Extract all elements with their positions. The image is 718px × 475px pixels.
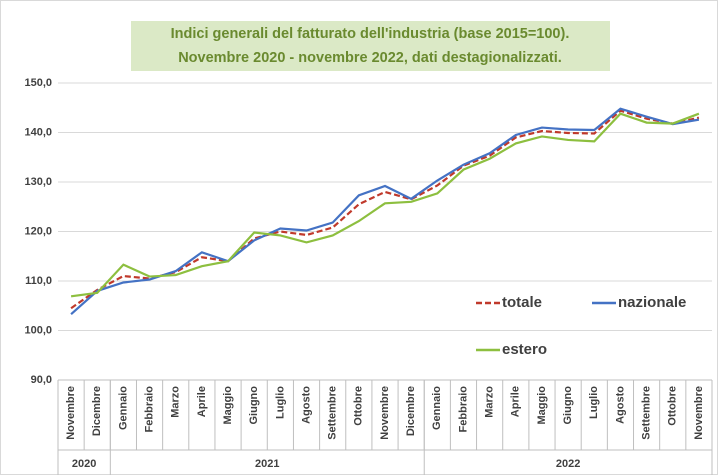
x-tick-label: Novembre <box>379 386 391 440</box>
chart-title: Indici generali del fatturato dell'indus… <box>171 26 570 42</box>
group-label: 2020 <box>72 458 96 470</box>
x-tick-label: Ottobre <box>667 386 679 426</box>
legend-label: totale <box>502 294 542 311</box>
x-tick-label: Agosto <box>300 386 312 424</box>
x-tick-label: Ottobre <box>353 386 365 426</box>
x-tick-label: Aprile <box>196 386 208 417</box>
x-tick-label: Febbraio <box>143 386 155 433</box>
series-line <box>70 107 700 315</box>
x-tick-label: Aprile <box>510 386 522 417</box>
y-tick-label: 100,0 <box>24 324 52 336</box>
x-tick-label: Giugno <box>248 386 260 425</box>
x-tick-label: Giugno <box>562 386 574 425</box>
y-tick-label: 110,0 <box>25 275 52 287</box>
y-tick-label: 150,0 <box>24 77 52 89</box>
x-tick-label: Luglio <box>274 386 286 419</box>
x-tick-label: Settembre <box>641 386 653 440</box>
x-tick-label: Marzo <box>484 386 496 418</box>
y-tick-label: 130,0 <box>24 176 52 188</box>
x-tick-label: Gennaio <box>431 386 443 430</box>
x-tick-label: Gennaio <box>117 386 129 430</box>
x-tick-label: Maggio <box>222 386 234 425</box>
title-box <box>131 21 610 71</box>
x-tick-label: Novembre <box>65 386 77 440</box>
x-tick-label: Settembre <box>327 386 339 440</box>
x-tick-label: Novembre <box>693 386 705 440</box>
y-tick-label: 120,0 <box>24 225 52 237</box>
x-tick-label: Febbraio <box>457 386 469 433</box>
y-tick-label: 90,0 <box>31 374 52 386</box>
x-tick-label: Maggio <box>536 386 548 425</box>
chart-title: Novembre 2020 - novembre 2022, dati dest… <box>178 50 562 66</box>
x-tick-label: Dicembre <box>91 386 103 436</box>
y-tick-label: 140,0 <box>24 126 52 138</box>
group-label: 2022 <box>556 458 580 470</box>
x-tick-label: Agosto <box>614 386 626 424</box>
legend-label: estero <box>502 341 547 358</box>
series-line <box>70 109 700 310</box>
legend-label: nazionale <box>618 294 686 311</box>
x-tick-label: Dicembre <box>405 386 417 436</box>
x-tick-label: Luglio <box>588 386 600 419</box>
series-line <box>70 112 700 298</box>
x-tick-label: Marzo <box>170 386 182 418</box>
group-label: 2021 <box>255 458 279 470</box>
